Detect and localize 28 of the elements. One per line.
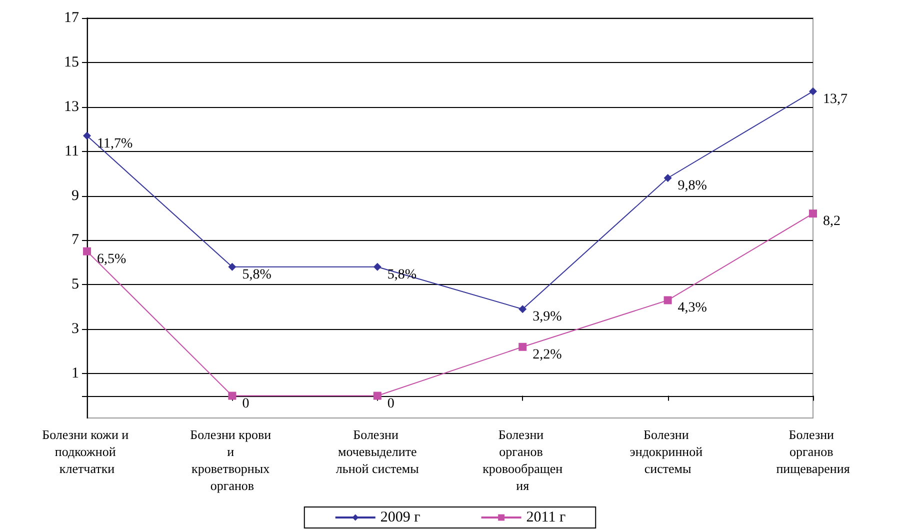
- y-tick-label: 7: [72, 232, 80, 248]
- y-tick-label: 1: [72, 366, 79, 382]
- y-tick-label: 9: [72, 188, 79, 204]
- y-tick-label: 5: [72, 276, 79, 293]
- y-tick-label: 11: [64, 143, 79, 160]
- x-tick-label: Болезни кожи и подкожной клетчатки: [42, 427, 132, 476]
- data-label: 5,8%: [242, 267, 272, 282]
- x-tick-label: Болезни крови и кроветворных органов: [190, 427, 274, 493]
- x-tick-label: Болезни органов кровообращения: [482, 427, 563, 493]
- data-label: 0: [387, 396, 394, 412]
- legend-label: 2011 г: [526, 510, 566, 526]
- data-label: 13,7: [823, 92, 848, 107]
- data-label: 0: [242, 396, 250, 412]
- x-tick-label: Болезни эндокринной системы: [630, 427, 706, 476]
- x-tick-label: Болезни мочевыделительной системы: [336, 427, 420, 476]
- y-tick-label: 13: [64, 98, 79, 115]
- data-label: 8,2: [823, 214, 840, 230]
- data-label: 3,9%: [532, 310, 562, 325]
- data-label: 4,3%: [678, 300, 708, 316]
- data-label: 2,2%: [532, 347, 562, 362]
- legend-label: 2009 г: [380, 510, 420, 526]
- data-label: 6,5%: [97, 252, 126, 267]
- y-tick-label: 15: [64, 54, 79, 70]
- y-tick-label: 3: [72, 321, 79, 338]
- data-label: 11,7%: [97, 136, 133, 152]
- data-label: 9,8%: [678, 178, 708, 194]
- y-tick-label: 17: [64, 10, 80, 26]
- x-tick-label: Болезни органов пищеварения: [776, 427, 850, 476]
